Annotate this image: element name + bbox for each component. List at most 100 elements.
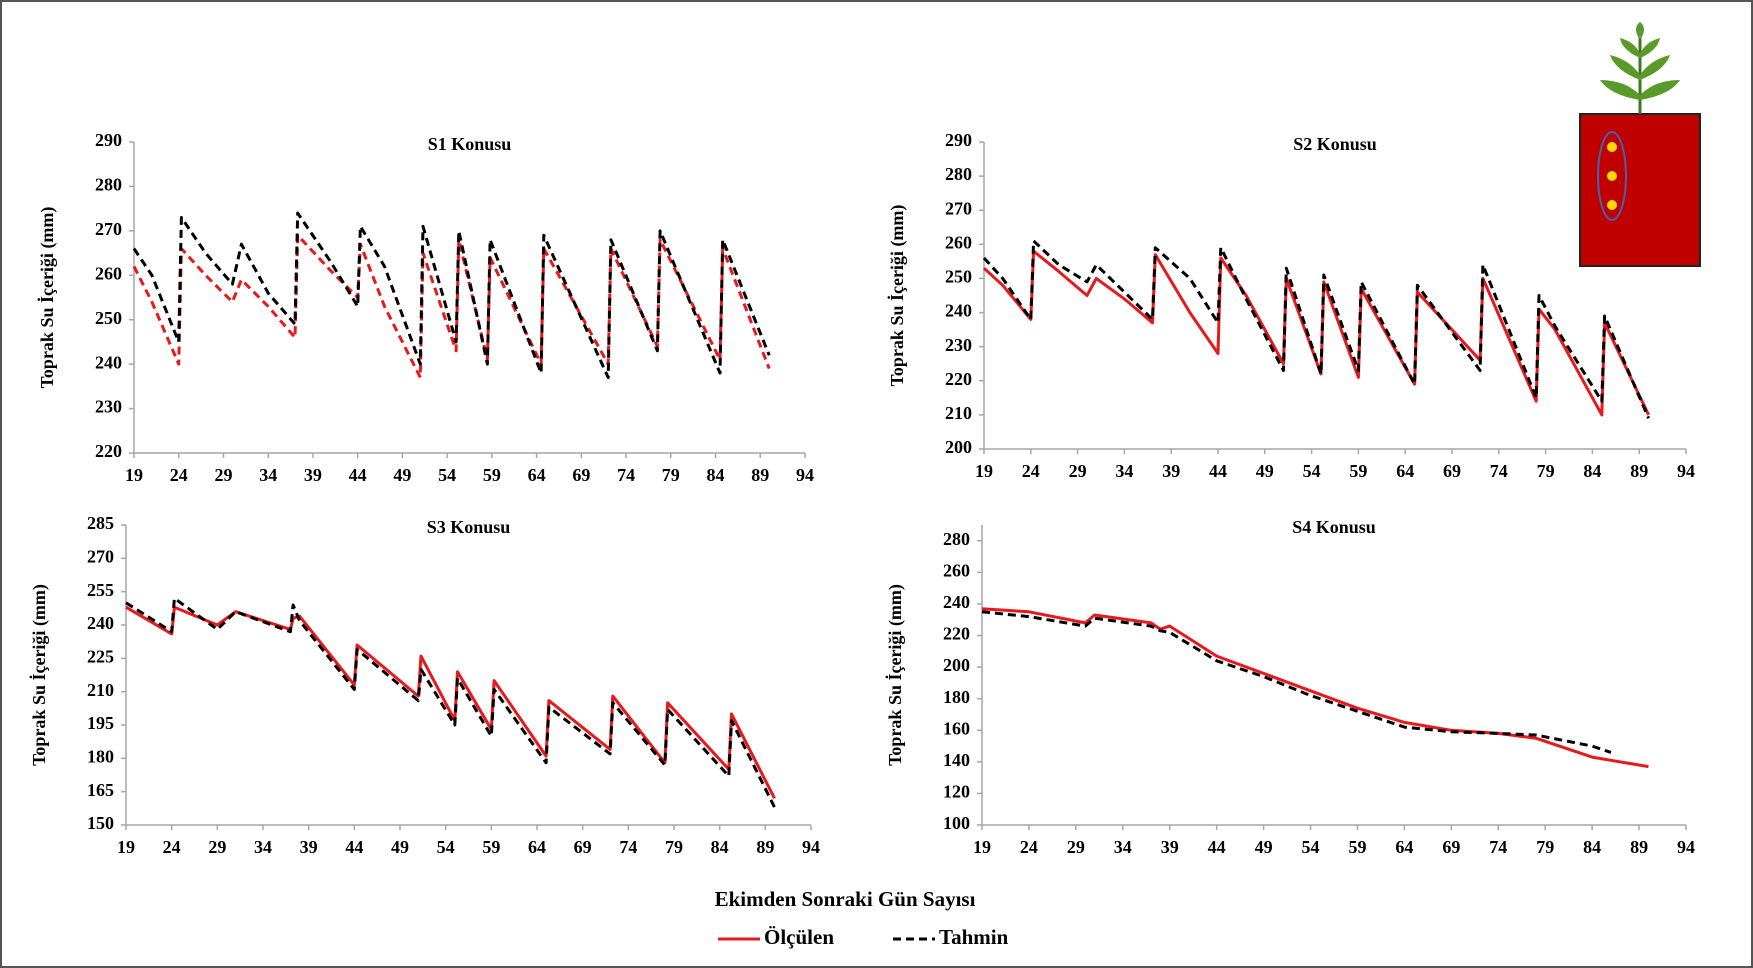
data-line [132, 211, 771, 379]
x-tick-label: 74 [1489, 837, 1507, 857]
y-tick-label: 210 [945, 403, 972, 423]
x-tick-label: 59 [483, 465, 501, 485]
y-tick-label: 220 [945, 369, 972, 389]
y-tick-label: 150 [87, 813, 114, 833]
y-tick-label: 210 [87, 680, 114, 700]
y-axis-label: Toprak Su İçeriği (mm) [887, 205, 908, 387]
legend-label: Ölçülen [764, 925, 834, 949]
x-tick-label: 89 [751, 465, 769, 485]
x-tick-label: 84 [707, 465, 725, 485]
sensor-outline [1597, 131, 1627, 221]
y-tick-label: 160 [943, 718, 970, 738]
x-tick-label: 69 [574, 837, 592, 857]
x-tick-label: 24 [1022, 461, 1040, 481]
x-tick-label: 49 [1255, 837, 1273, 857]
x-tick-label: 64 [1395, 837, 1413, 857]
x-tick-label: 44 [1208, 837, 1226, 857]
x-tick-label: 94 [1677, 461, 1695, 481]
y-tick-label: 240 [95, 352, 122, 372]
x-tick-label: 94 [796, 465, 814, 485]
x-tick-label: 19 [117, 837, 135, 857]
x-tick-label: 39 [300, 837, 318, 857]
y-tick-label: 270 [945, 198, 972, 218]
y-tick-label: 180 [943, 687, 970, 707]
x-tick-label: 49 [1256, 461, 1274, 481]
x-tick-label: 84 [711, 837, 729, 857]
x-tick-label: 89 [1630, 461, 1648, 481]
y-tick-label: 270 [87, 546, 114, 566]
x-tick-label: 64 [1396, 461, 1414, 481]
x-tick-label: 69 [1443, 461, 1461, 481]
y-tick-label: 120 [943, 782, 970, 802]
x-tick-label: 94 [1677, 837, 1695, 857]
x-tick-label: 24 [1020, 837, 1038, 857]
x-tick-label: 59 [482, 837, 500, 857]
x-tick-label: 39 [1162, 461, 1180, 481]
y-tick-label: 290 [95, 130, 122, 150]
x-tick-label: 59 [1349, 461, 1367, 481]
y-tick-label: 290 [945, 130, 972, 150]
chart-title: S1 Konusu [428, 134, 512, 154]
y-tick-label: 260 [95, 263, 122, 283]
y-tick-label: 200 [945, 437, 972, 457]
x-tick-label: 19 [125, 465, 143, 485]
x-tick-label: 29 [1069, 461, 1087, 481]
x-tick-label: 89 [1630, 837, 1648, 857]
x-tick-label: 74 [619, 837, 637, 857]
x-tick-label: 64 [528, 837, 546, 857]
x-tick-label: 49 [391, 837, 409, 857]
x-tick-label: 24 [170, 465, 188, 485]
x-tick-label: 84 [1583, 837, 1601, 857]
x-tick-label: 34 [254, 837, 272, 857]
x-axis-label: Ekimden Sonraki Gün Sayısı [715, 887, 976, 911]
x-tick-label: 89 [756, 837, 774, 857]
y-tick-label: 280 [943, 529, 970, 549]
y-tick-label: 250 [95, 308, 122, 328]
x-tick-label: 54 [438, 465, 456, 485]
x-tick-label: 64 [528, 465, 546, 485]
y-axis-label: Toprak Su İçeriği (mm) [885, 584, 906, 766]
x-tick-label: 34 [1114, 837, 1132, 857]
y-tick-label: 140 [943, 750, 970, 770]
x-tick-label: 19 [973, 837, 991, 857]
leaves [1600, 22, 1680, 100]
y-tick-label: 280 [95, 175, 122, 195]
y-tick-label: 230 [945, 335, 972, 355]
x-tick-label: 79 [1536, 837, 1554, 857]
y-tick-label: 180 [87, 746, 114, 766]
x-tick-label: 79 [665, 837, 683, 857]
x-tick-label: 54 [1302, 837, 1320, 857]
x-tick-label: 69 [572, 465, 590, 485]
x-tick-label: 59 [1348, 837, 1366, 857]
x-tick-label: 44 [349, 465, 367, 485]
y-tick-label: 100 [943, 813, 970, 833]
x-tick-label: 29 [1067, 837, 1085, 857]
y-tick-label: 240 [87, 613, 114, 633]
x-tick-label: 94 [802, 837, 820, 857]
x-tick-label: 54 [1303, 461, 1321, 481]
x-tick-label: 69 [1442, 837, 1460, 857]
y-tick-label: 280 [945, 164, 972, 184]
data-line [981, 607, 1649, 769]
data-line [125, 596, 776, 808]
y-tick-label: 165 [87, 780, 114, 800]
y-tick-label: 225 [87, 646, 114, 666]
y-tick-label: 270 [95, 219, 122, 239]
x-tick-label: 29 [214, 465, 232, 485]
x-tick-label: 34 [1115, 461, 1133, 481]
y-tick-label: 230 [95, 397, 122, 417]
sensor [1607, 142, 1617, 152]
y-tick-label: 200 [943, 655, 970, 675]
chart-title: S3 Konusu [427, 517, 511, 537]
pot [1579, 113, 1701, 267]
x-tick-label: 44 [345, 837, 363, 857]
x-tick-label: 74 [617, 465, 635, 485]
data-line [982, 239, 1650, 419]
x-tick-label: 84 [1583, 461, 1601, 481]
y-axis-label: Toprak Su İçeriği (mm) [37, 207, 58, 389]
x-tick-label: 29 [208, 837, 226, 857]
x-tick-label: 79 [662, 465, 680, 485]
y-tick-label: 260 [943, 560, 970, 580]
